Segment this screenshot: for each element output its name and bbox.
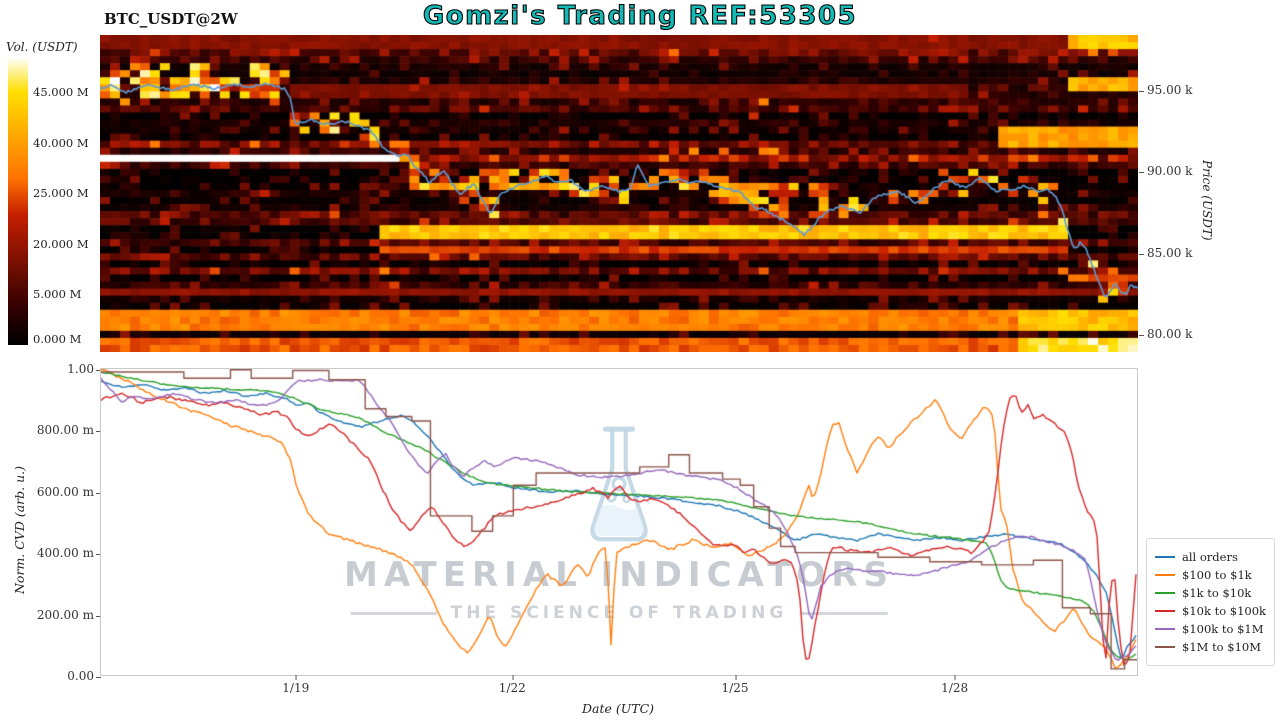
date-axis-label: Date (UTC) — [581, 701, 655, 716]
legend-line-swatch — [1155, 591, 1175, 595]
legend-item-label: $100 to $1k — [1182, 568, 1252, 582]
colorbar-title: Vol. (USDT) — [6, 40, 78, 54]
legend-line-swatch — [1155, 627, 1175, 631]
legend-item-100-to-1k[interactable]: $100 to $1k — [1155, 568, 1266, 582]
cvd-plot-area: MATERIAL INDICATORS THE SCIENCE OF TRADI… — [100, 368, 1138, 676]
legend-item-1k-to-10k[interactable]: $1k to $10k — [1155, 586, 1266, 600]
y-tick: 200.00 m — [20, 608, 101, 622]
legend-item-all-orders[interactable]: all orders — [1155, 550, 1266, 564]
legend-item-1M-to-10M[interactable]: $1M to $10M — [1155, 640, 1266, 654]
legend-item-label: all orders — [1182, 550, 1238, 564]
orderbook-heatmap-canvas[interactable] — [100, 35, 1138, 352]
legend-item-label: $10k to $100k — [1182, 604, 1267, 618]
price-tick: 80.00 k — [1138, 327, 1193, 341]
legend-item-label: $1k to $10k — [1182, 586, 1252, 600]
price-tick: 90.00 k — [1138, 164, 1193, 178]
cvd-axis-label: Norm. CVD (arb. u.) — [12, 466, 27, 594]
legend-line-swatch — [1155, 645, 1175, 649]
colorbar-tick: 40.000 M — [33, 136, 89, 150]
legend-item-10k-to-100k[interactable]: $10k to $100k — [1155, 604, 1266, 618]
y-tick: 0.00 — [20, 669, 101, 683]
colorbar-tick: 5.000 M — [33, 287, 82, 301]
page-title: Gomzi's Trading REF:53305 — [422, 0, 858, 31]
legend: all orders $100 to $1k $1k to $10k $10k … — [1146, 538, 1275, 666]
symbol-label: BTC_USDT@2W — [104, 10, 238, 28]
x-tick: 1/25 — [721, 675, 749, 695]
legend-line-swatch — [1155, 555, 1175, 559]
cvd-chart-canvas[interactable] — [101, 369, 1137, 675]
y-tick: 600.00 m — [20, 485, 101, 499]
legend-item-100k-to-1M[interactable]: $100k to $1M — [1155, 622, 1266, 636]
colorbar-tick: 0.000 M — [33, 332, 82, 346]
y-tick: 1.00 — [20, 362, 101, 376]
price-axis-label: Price (USDT) — [1200, 159, 1214, 241]
legend-line-swatch — [1155, 573, 1175, 577]
y-tick: 800.00 m — [20, 423, 101, 437]
colorbar-tick: 25.000 M — [33, 186, 89, 200]
colorbar-tick: 20.000 M — [33, 237, 89, 251]
legend-item-label: $1M to $10M — [1182, 640, 1261, 654]
price-tick: 95.00 k — [1138, 83, 1193, 97]
legend-line-swatch — [1155, 609, 1175, 613]
x-tick: 1/19 — [282, 675, 310, 695]
legend-item-label: $100k to $1M — [1182, 622, 1264, 636]
x-tick: 1/28 — [941, 675, 969, 695]
y-tick: 400.00 m — [20, 546, 101, 560]
price-tick: 85.00 k — [1138, 246, 1193, 260]
volume-colorbar — [8, 57, 28, 345]
x-tick: 1/22 — [498, 675, 526, 695]
colorbar-tick: 45.000 M — [33, 85, 89, 99]
